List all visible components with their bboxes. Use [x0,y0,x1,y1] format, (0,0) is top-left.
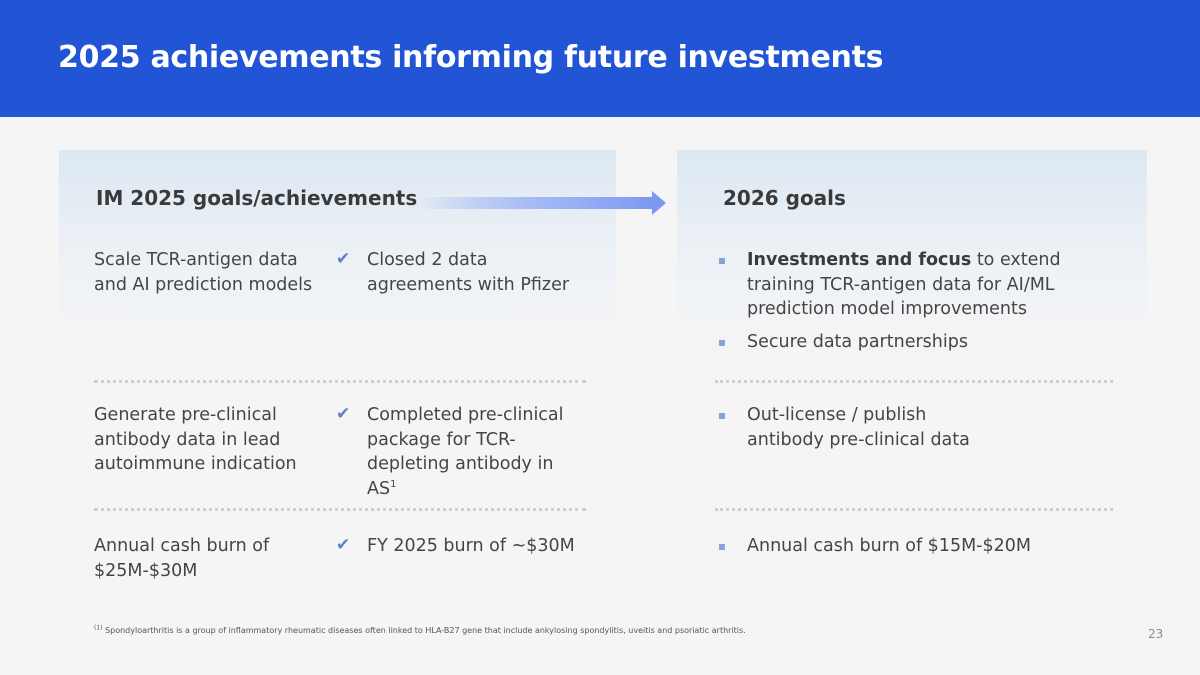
achievement-body: Completed pre-clinical package for TCR-d… [367,405,564,499]
row-divider [715,380,1113,383]
plan-rest: to extend training TCR-antigen data for … [747,250,1061,319]
square-bullet-icon [719,258,725,264]
achievement-text: Completed pre-clinical package for TCR-d… [367,403,587,501]
right-column-heading: 2026 goals [723,186,846,210]
row-divider [715,508,1113,511]
check-icon: ✔ [336,535,351,555]
goal-text: Annual cash burn of $25M-$30M [94,536,270,581]
goal-text: Generate pre-clinical antibody data in l… [94,405,297,474]
plan-text: Investments and focus to extend training… [747,248,1127,322]
right-panel-background [677,150,1147,365]
check-icon: ✔ [336,249,351,269]
plan-text: Annual cash burn of $15M-$20M [747,536,1031,556]
footnote-text: Spondyloarthritis is a group of inflamma… [102,626,746,635]
check-icon: ✔ [336,404,351,424]
plan-text: Out-license / publish antibody pre-clini… [747,405,970,450]
plan-bold: Investments and focus [747,250,972,270]
achievement-text: Closed 2 data agreements with Pfizer [367,250,570,295]
slide-title: 2025 achievements informing future inves… [58,40,884,75]
footnote: (1) Spondyloarthritis is a group of infl… [94,624,746,635]
row-divider [94,508,586,511]
page-number: 23 [1148,627,1164,641]
left-panel-background [59,150,616,365]
footnote-marker: (1) [94,624,103,632]
square-bullet-icon [719,340,725,346]
achievement-text: FY 2025 burn of ~$30M [367,536,575,556]
header-bar: 2025 achievements informing future inves… [0,0,1200,117]
arrow-right-icon [418,191,666,215]
plan-text: Secure data partnerships [747,332,968,352]
goal-text: Scale TCR-antigen data and AI prediction… [94,250,313,295]
left-column-heading: IM 2025 goals/achievements [96,186,418,210]
square-bullet-icon [719,544,725,550]
square-bullet-icon [719,413,725,419]
row-divider [94,380,586,383]
footnote-reference: 1 [390,478,397,490]
